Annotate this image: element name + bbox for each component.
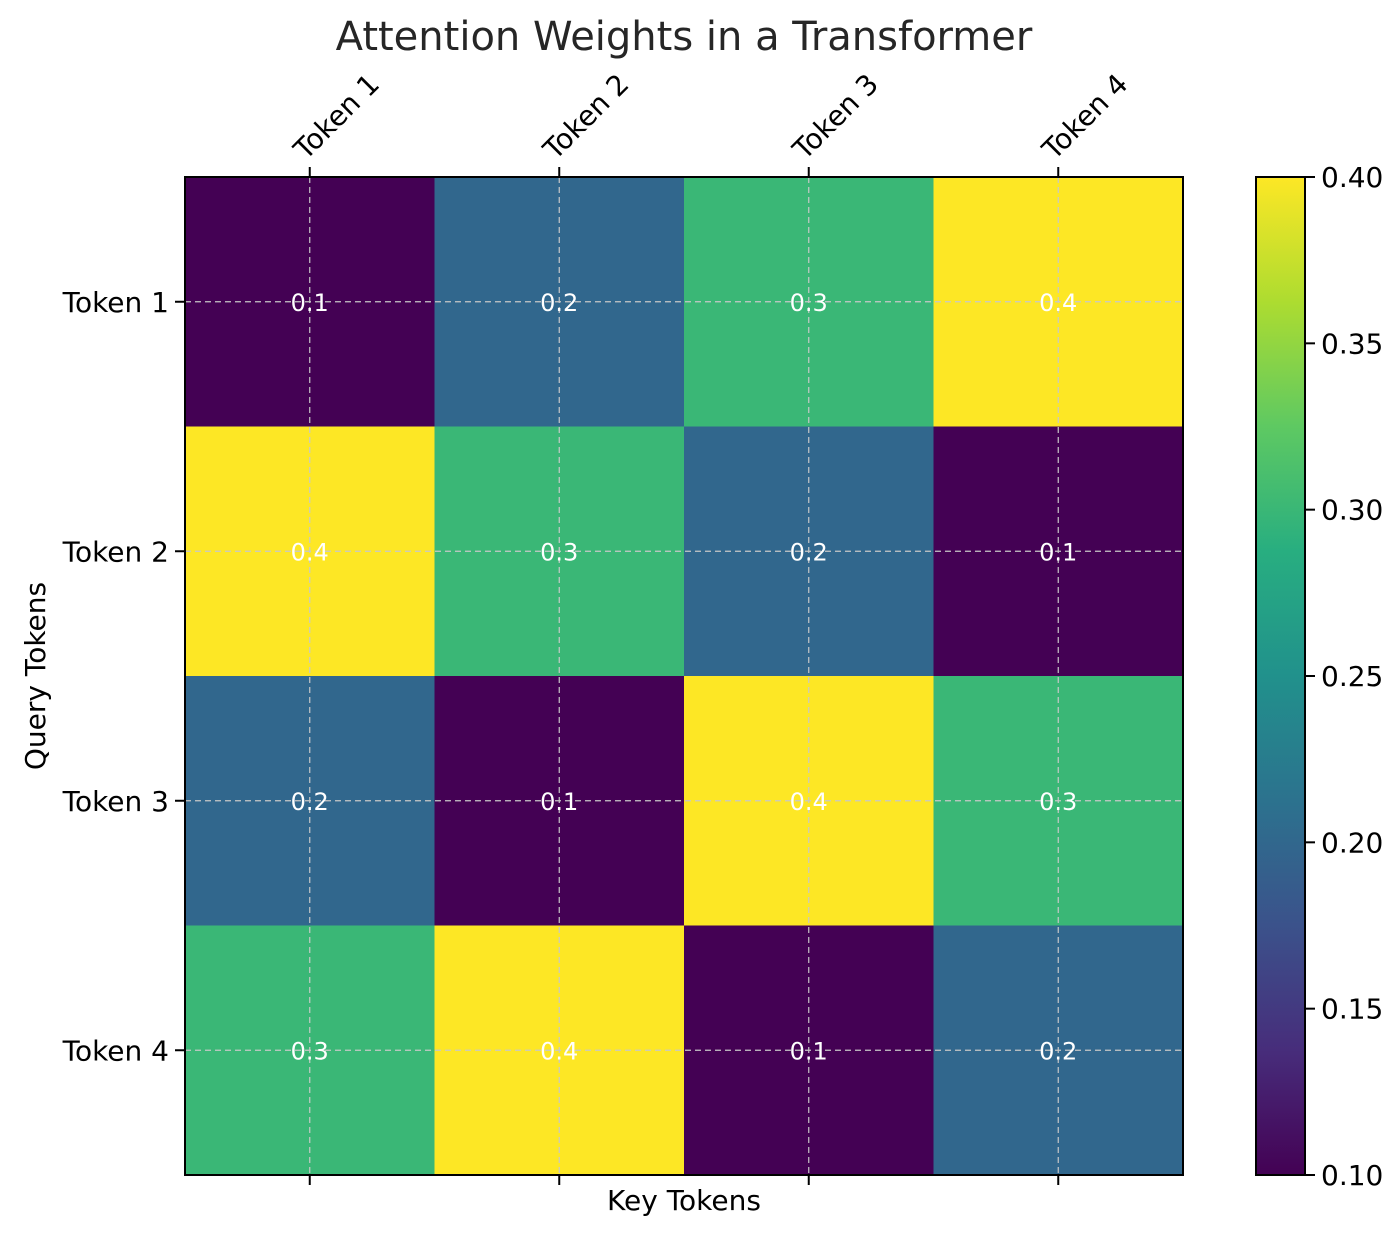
cell-value-label: 0.4 [291,538,329,566]
cell-value-label: 0.3 [1039,788,1077,816]
colorbar: 0.10 0.15 0.20 0.25 0.30 0.35 0.40 [1255,161,1383,1192]
colorbar-tick-label: 0.10 [1321,1159,1383,1192]
cell-value-label: 0.4 [790,788,828,816]
colorbar-gradient [1256,177,1305,1175]
x-tick-label: Token 1 [287,67,386,166]
cell-value-label: 0.1 [790,1037,828,1065]
y-tick-label: Token 3 [62,785,169,818]
colorbar-tick-label: 0.15 [1321,993,1383,1026]
colorbar-tick-label: 0.20 [1321,826,1383,859]
x-axis-label: Key Tokens [607,1184,761,1217]
cell-value-label: 0.2 [1039,1037,1077,1065]
cell-value-label: 0.4 [540,1037,578,1065]
y-tick-label: Token 4 [62,1034,169,1067]
colorbar-tick-label: 0.30 [1321,494,1383,527]
chart-title: Attention Weights in a Transformer [336,14,1033,60]
colorbar-tick-label: 0.25 [1321,660,1383,693]
cell-labels: 0.1 0.2 0.3 0.4 0.4 0.3 0.2 0.1 0.2 0.1 0.4 0.3 0.3 0… [291,289,1078,1066]
colorbar-ticks: 0.10 0.15 0.20 0.25 0.30 0.35 0.40 [1305,161,1383,1192]
colorbar-tick-label: 0.35 [1321,327,1383,360]
cell-value-label: 0.1 [540,788,578,816]
cell-value-label: 0.1 [291,289,329,317]
cell-value-label: 0.4 [1039,289,1077,317]
cell-value-label: 0.1 [1039,538,1077,566]
gridlines [185,177,1183,1175]
y-tick-label: Token 2 [62,535,169,568]
colorbar-tick-label: 0.40 [1321,161,1383,194]
cell-value-label: 0.2 [790,538,828,566]
cell-value-label: 0.3 [790,289,828,317]
y-tick-label: Token 1 [62,286,169,319]
x-tick-label: Token 4 [1035,67,1134,166]
heatmap-cells [185,177,1184,1176]
y-axis-label: Query Tokens [19,582,52,770]
cell-value-label: 0.2 [540,289,578,317]
y-axis-ticks: Token 1 Token 2 Token 3 Token 4 [62,286,185,1067]
x-tick-label: Token 3 [786,67,885,166]
cell-value-label: 0.3 [291,1037,329,1065]
cell-value-label: 0.3 [540,538,578,566]
plot-frame [184,176,1184,1176]
x-tick-label: Token 2 [536,67,635,166]
cell-value-label: 0.2 [291,788,329,816]
